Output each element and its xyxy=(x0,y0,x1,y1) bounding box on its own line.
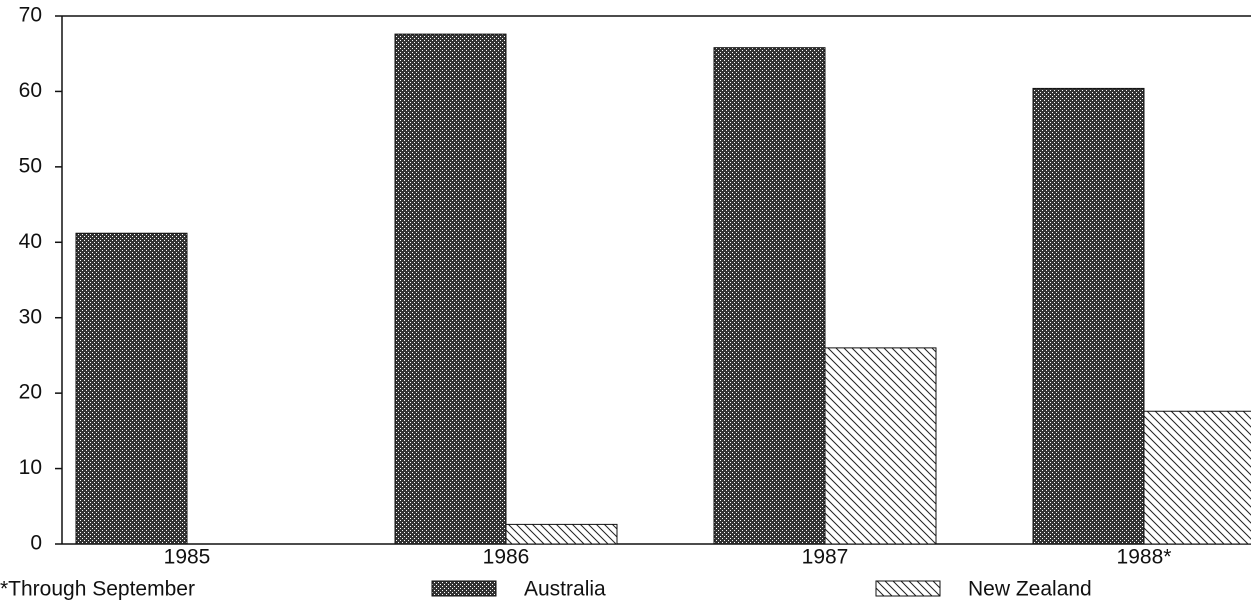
legend-swatch xyxy=(875,580,941,597)
bar xyxy=(505,523,618,545)
bar xyxy=(824,347,937,545)
legend-label: New Zealand xyxy=(968,578,1092,601)
bar xyxy=(713,47,826,545)
y-tick-label: 70 xyxy=(19,4,42,27)
footnote: *Through September xyxy=(0,578,195,601)
x-tick-label: 1988* xyxy=(1117,546,1172,569)
bar xyxy=(394,33,507,545)
x-tick-label: 1986 xyxy=(483,546,530,569)
y-tick-label: 50 xyxy=(19,154,42,177)
y-tick-label: 40 xyxy=(19,230,42,253)
legend-label: Australia xyxy=(524,578,606,601)
legend-swatch xyxy=(431,580,497,597)
x-tick-label: 1987 xyxy=(802,546,849,569)
bar xyxy=(1143,410,1251,545)
y-tick-label: 30 xyxy=(19,305,42,328)
bar xyxy=(75,232,188,545)
y-tick-label: 10 xyxy=(19,456,42,479)
y-tick-label: 60 xyxy=(19,79,42,102)
y-tick-label: 0 xyxy=(30,532,42,555)
y-tick-label: 20 xyxy=(19,381,42,404)
x-tick-label: 1985 xyxy=(164,546,211,569)
bar xyxy=(1032,87,1145,545)
